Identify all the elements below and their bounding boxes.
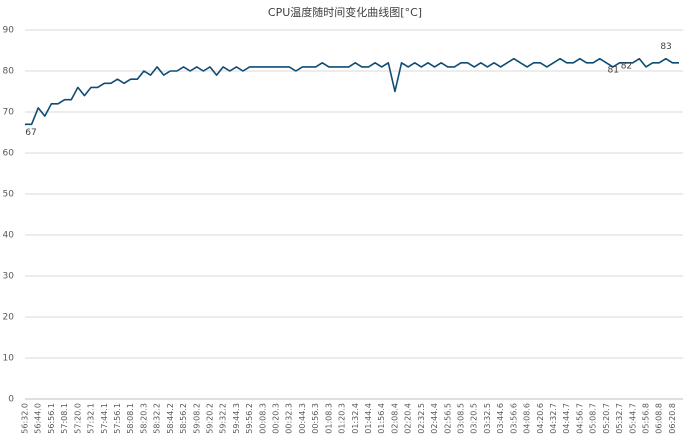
y-tick-label: 30: [3, 272, 15, 282]
x-tick-label: 59:20.2: [205, 403, 214, 434]
x-tick-label: 04:08.6: [523, 403, 532, 434]
data-label: 81: [607, 65, 618, 75]
x-tick-label: 58:44.2: [166, 403, 175, 434]
x-tick-label: 04:44.7: [562, 403, 571, 434]
x-tick-label: 01:32.4: [351, 403, 360, 434]
x-tick-label: 05:08.7: [589, 403, 598, 434]
y-tick-label: 90: [3, 26, 15, 36]
x-tick-label: 06:20.8: [668, 403, 677, 434]
data-label: 82: [621, 61, 632, 71]
x-tick-label: 58:20.3: [139, 403, 148, 434]
y-tick-label: 10: [3, 354, 15, 364]
x-tick-label: 03:08.5: [457, 403, 466, 434]
x-tick-label: 05:32.7: [615, 403, 624, 434]
x-tick-label: 02:44.4: [430, 403, 439, 434]
x-tick-label: 02:08.4: [390, 403, 399, 434]
x-tick-label: 02:32.5: [417, 403, 426, 434]
data-label: 83: [660, 42, 671, 52]
x-tick-label: 58:56.2: [179, 403, 188, 434]
x-tick-label: 03:32.5: [483, 403, 492, 434]
x-tick-label: 57:20.0: [73, 403, 82, 434]
x-tick-label: 56:44.0: [34, 403, 43, 434]
x-tick-label: 01:08.3: [324, 403, 333, 434]
x-tick-label: 59:08.2: [192, 403, 201, 434]
x-tick-label: 58:32.2: [153, 403, 162, 434]
x-tick-label: 01:44.4: [364, 403, 373, 434]
x-tick-label: 00:32.3: [285, 403, 294, 434]
x-tick-label: 57:08.1: [60, 403, 69, 434]
x-tick-label: 05:56.8: [641, 403, 650, 434]
x-tick-label: 04:56.7: [575, 403, 584, 434]
x-tick-label: 05:44.7: [628, 403, 637, 434]
x-tick-label: 02:20.4: [404, 403, 413, 434]
x-tick-label: 00:44.3: [298, 403, 307, 434]
x-tick-label: 57:32.1: [87, 403, 96, 434]
x-tick-label: 59:32.2: [219, 403, 228, 434]
y-tick-label: 50: [3, 190, 15, 200]
x-tick-label: 56:32.0: [21, 403, 30, 434]
y-tick-label: 40: [3, 231, 15, 241]
x-tick-label: 03:44.6: [496, 403, 505, 434]
y-tick-label: 80: [3, 67, 15, 77]
series-line: [25, 57, 679, 126]
x-tick-label: 03:20.5: [470, 403, 479, 434]
x-tick-label: 59:44.3: [232, 403, 241, 434]
x-tick-label: 00:56.3: [311, 403, 320, 434]
x-tick-label: 00:08.3: [258, 403, 267, 434]
x-tick-label: 04:20.6: [536, 403, 545, 434]
x-tick-label: 57:56.1: [113, 403, 122, 434]
y-tick-label: 20: [3, 313, 15, 323]
data-label: 67: [25, 128, 36, 138]
x-tick-label: 58:08.1: [126, 403, 135, 434]
x-tick-label: 01:56.4: [377, 403, 386, 434]
y-tick-label: 70: [3, 108, 15, 118]
x-tick-label: 56:56.1: [47, 403, 56, 434]
x-tick-label: 06:08.8: [655, 403, 664, 434]
x-tick-label: 02:56.5: [443, 403, 452, 434]
x-tick-label: 59:56.2: [245, 403, 254, 434]
x-tick-label: 00:20.3: [272, 403, 281, 434]
x-tick-label: 05:20.7: [602, 403, 611, 434]
x-tick-label: 01:20.3: [338, 403, 347, 434]
y-tick-label: 0: [8, 395, 14, 405]
x-tick-label: 57:44.1: [100, 403, 109, 434]
chart-title: CPU温度随时间变化曲线图[°C]: [268, 5, 422, 19]
x-tick-label: 04:32.7: [549, 403, 558, 434]
x-tick-label: 03:56.6: [509, 403, 518, 434]
y-tick-label: 60: [3, 149, 15, 159]
